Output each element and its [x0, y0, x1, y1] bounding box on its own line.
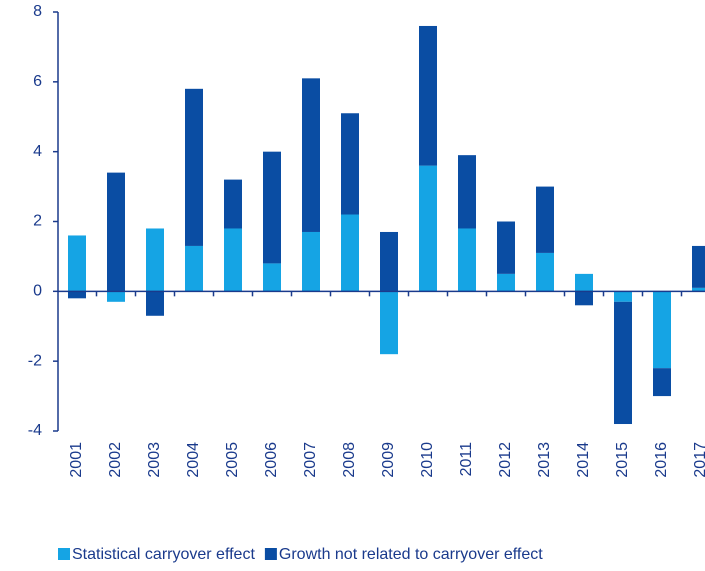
bar	[224, 179, 242, 229]
bar	[692, 287, 705, 292]
bar	[380, 231, 398, 292]
bar	[263, 151, 281, 264]
x-tick-label: 2004	[185, 442, 202, 478]
bar	[146, 228, 164, 292]
bar	[536, 252, 554, 292]
bar	[146, 291, 164, 316]
y-tick-label: 2	[33, 213, 42, 230]
y-tick-label: 6	[33, 73, 42, 90]
bar	[614, 291, 632, 302]
bar	[302, 78, 320, 232]
x-tick-label: 2002	[107, 442, 124, 478]
x-tick-label: 2003	[146, 442, 163, 478]
y-tick-label: 8	[33, 3, 42, 20]
y-tick-label: 4	[33, 143, 42, 160]
y-tick-label: 0	[33, 283, 42, 300]
x-tick-label: 2007	[302, 442, 319, 478]
x-tick-label: 2015	[614, 442, 631, 478]
bar	[536, 186, 554, 253]
x-tick-label: 2012	[497, 442, 514, 478]
bar	[419, 165, 437, 292]
bar	[341, 214, 359, 292]
bar	[341, 113, 359, 215]
bar	[302, 231, 320, 292]
bar	[107, 172, 125, 292]
y-tick-label: -4	[28, 422, 42, 439]
bar	[653, 291, 671, 369]
bar	[692, 245, 705, 288]
bar	[575, 273, 593, 292]
bar	[497, 273, 515, 292]
bar	[68, 291, 86, 299]
x-tick-label: 2006	[263, 442, 280, 478]
x-tick-label: 2001	[68, 442, 85, 478]
bar	[263, 263, 281, 292]
legend-label: Statistical carryover effect	[72, 546, 255, 563]
bar	[497, 221, 515, 274]
bar	[185, 88, 203, 246]
x-tick-label: 2017	[692, 442, 705, 478]
legend-swatch	[264, 548, 277, 560]
legend-label: Growth not related to carryover effect	[279, 546, 543, 563]
bar	[458, 155, 476, 229]
bar	[458, 228, 476, 292]
x-tick-label: 2008	[341, 442, 358, 478]
x-tick-label: 2010	[419, 442, 436, 478]
bar	[68, 235, 86, 292]
bar	[419, 25, 437, 166]
bar	[224, 228, 242, 292]
y-tick-label: -2	[28, 352, 42, 369]
x-tick-label: 2016	[653, 442, 670, 478]
bar	[653, 368, 671, 397]
x-tick-label: 2005	[224, 442, 241, 478]
legend-swatch	[58, 548, 70, 560]
x-tick-label: 2009	[380, 442, 397, 478]
x-tick-label: 2013	[536, 442, 553, 478]
bar	[107, 291, 125, 302]
bar	[614, 301, 632, 425]
x-tick-label: 2011	[458, 442, 475, 477]
bar	[575, 291, 593, 306]
bar	[380, 291, 398, 355]
x-tick-label: 2014	[575, 442, 592, 478]
bar	[185, 245, 203, 292]
